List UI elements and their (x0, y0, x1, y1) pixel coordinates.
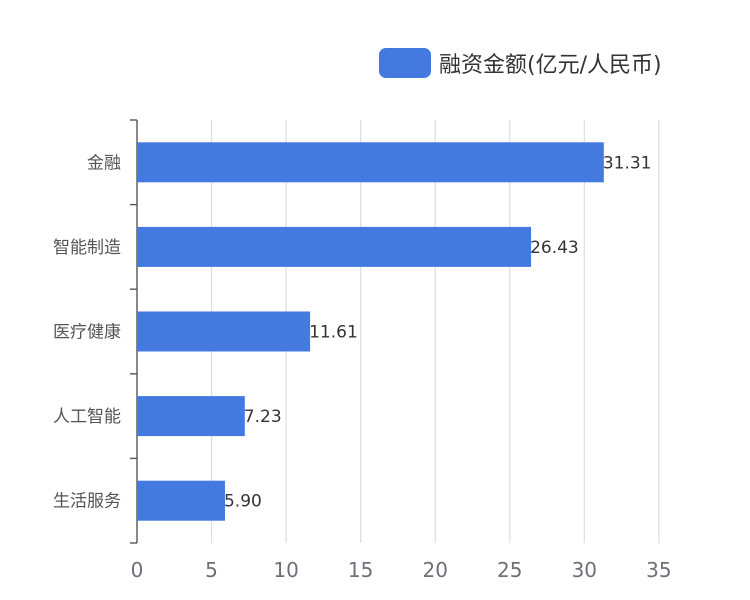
data-label: 7.23 (244, 407, 282, 427)
x-tick-label: 25 (497, 558, 522, 582)
y-tick-label: 生活服务 (53, 492, 121, 512)
data-label: 26.43 (530, 238, 579, 258)
x-tick-label: 20 (422, 558, 447, 582)
x-tick-label: 15 (348, 558, 373, 582)
y-tick-label: 金融 (87, 153, 121, 173)
y-tick-label: 智能制造 (53, 238, 121, 258)
bar (137, 396, 245, 437)
data-label: 11.61 (309, 323, 358, 343)
legend-label: 融资金额(亿元/人民币) (439, 53, 662, 78)
y-tick-label: 人工智能 (53, 407, 121, 427)
bar (137, 226, 532, 267)
bar (137, 311, 311, 352)
x-tick-label: 35 (646, 558, 671, 582)
x-tick-label: 5 (205, 558, 218, 582)
y-tick-label: 医疗健康 (53, 323, 121, 343)
x-tick-label: 0 (131, 558, 144, 582)
legend-swatch (379, 48, 431, 78)
bar (137, 142, 604, 183)
data-label: 31.31 (603, 153, 652, 173)
x-tick-label: 10 (273, 558, 298, 582)
bar (137, 480, 225, 521)
legend: 融资金额(亿元/人民币) (379, 48, 662, 78)
x-tick-label: 30 (572, 558, 597, 582)
data-label: 5.90 (224, 492, 262, 512)
